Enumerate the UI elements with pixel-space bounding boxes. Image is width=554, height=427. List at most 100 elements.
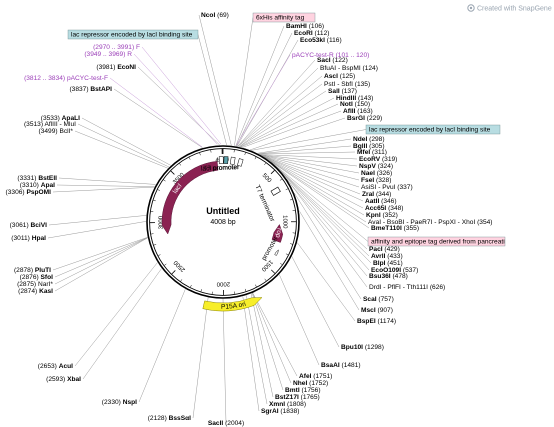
- leader-line: [272, 163, 372, 264]
- leader-line: [54, 237, 148, 278]
- snapgene-logo: Created with SnapGene: [467, 4, 552, 13]
- primer-label: (3949 .. 3969) R: [84, 51, 132, 58]
- leader-line: [246, 295, 268, 405]
- watermark: Created with SnapGene: [477, 6, 552, 13]
- leader-line: [56, 184, 155, 187]
- site-label: Acc65I (348): [365, 205, 404, 212]
- leader-line: [260, 154, 360, 174]
- feature-terminator: [270, 186, 281, 196]
- site-label: BfuAI - BspMI (124): [320, 65, 378, 72]
- leader-line: [258, 145, 352, 154]
- site-label: BspEI (1174): [357, 318, 396, 325]
- box-leader: [197, 34, 227, 146]
- tag-box: [367, 236, 506, 247]
- site-label: BglII (305): [353, 143, 385, 150]
- site-label: BsaAI (1481): [321, 362, 361, 369]
- leader-line: [263, 156, 370, 229]
- tick-label: 1000: [281, 215, 287, 229]
- site-label: BmtI (1756): [285, 387, 321, 394]
- site-label: (2876) SfoI: [20, 274, 54, 281]
- site-label: EcoRI (112): [294, 30, 329, 37]
- backbone-ring-outer: [146, 145, 300, 299]
- primer-label: pACYC-test-R (101 .. 120): [292, 52, 369, 59]
- box-leader: [234, 17, 254, 146]
- leader-line: [252, 292, 292, 384]
- leader-line: [240, 97, 335, 148]
- tick-mark: [200, 289, 202, 292]
- leader-line: [286, 179, 368, 288]
- leader-lines: [47, 14, 372, 424]
- site-label: XmnI (1808): [269, 401, 306, 408]
- leader-line: [249, 117, 346, 151]
- annotation-boxes: lac repressor encoded by lacI binding si…: [67, 12, 506, 247]
- site-label: KpnI (352): [366, 212, 398, 219]
- site-label: (3533) ApaLI: [41, 115, 80, 122]
- site-label: (3513) AflIII - MluI: [24, 121, 76, 128]
- site-labels: NcoI (69) BamHI (106)EcoRI (112)Eco53kI (…: [6, 12, 493, 427]
- tick-mark: [255, 284, 257, 287]
- tick-label: 2500: [173, 258, 187, 272]
- tick-mark: [285, 253, 289, 256]
- leader-line: [236, 32, 293, 147]
- leader-line: [271, 161, 370, 257]
- tick-mark: [244, 288, 247, 292]
- site-label: (3837) BstAPI: [69, 86, 112, 93]
- leader-line: [137, 66, 220, 146]
- leader-line: [58, 177, 156, 185]
- tick-mark: [190, 284, 192, 288]
- tick-mark: [157, 189, 160, 191]
- tick-mark: [285, 188, 289, 191]
- leader-line: [262, 155, 364, 209]
- site-label: (2875) NarI*: [17, 281, 53, 288]
- tick-mark: [180, 279, 183, 282]
- leader-line: [77, 123, 170, 168]
- site-label: (3331) BstEII: [17, 175, 57, 182]
- leader-line: [74, 130, 168, 169]
- tick-mark: [270, 170, 275, 175]
- site-label: (2878) PluTI: [14, 267, 51, 274]
- feature-laci: [161, 161, 219, 235]
- tick-mark: [244, 152, 246, 156]
- site-label: ZraI (344): [362, 191, 391, 198]
- tick-mark: [188, 157, 191, 160]
- box-leader: [269, 160, 369, 242]
- site-label: (3306) PspOMI: [6, 189, 52, 196]
- feature-label: T7 promoter: [203, 164, 240, 172]
- leader-line: [239, 90, 327, 147]
- leader-line: [48, 215, 147, 226]
- leader-line: [259, 154, 358, 160]
- site-label: BstZ17I (1765): [275, 394, 320, 401]
- site-label: NspV (324): [359, 163, 393, 170]
- tick-mark: [170, 170, 175, 175]
- feature-rop: [271, 223, 284, 243]
- leader-line: [298, 210, 360, 311]
- leader-line: [280, 170, 370, 271]
- site-label: PacI (429): [369, 246, 400, 253]
- site-label: MscI (907): [361, 307, 393, 314]
- leader-line: [294, 193, 362, 300]
- leader-line: [222, 298, 227, 424]
- leader-line: [279, 274, 320, 366]
- leader-line: [240, 103, 339, 148]
- feature-label: rop: [274, 228, 283, 239]
- site-label: (3061) BciVI: [10, 222, 48, 229]
- box-label: affinity and epitope tag derived from pa…: [371, 239, 505, 246]
- leader-line: [237, 67, 319, 147]
- feature-label: P15A ori: [221, 301, 247, 311]
- site-label: AvaI - BsoBI - PaeR7I - PspXI - XhoI (35…: [368, 219, 493, 226]
- site-label: BlpI (451): [373, 260, 403, 267]
- leader-line: [239, 83, 323, 147]
- site-label: (3499) BclI*: [39, 128, 74, 135]
- box-leader: [251, 129, 367, 151]
- leader-line: [260, 154, 360, 181]
- site-label: AfeI (1751): [299, 373, 332, 380]
- site-label: SalI (137): [328, 88, 357, 95]
- leader-line: [252, 292, 298, 377]
- leader-line: [291, 256, 340, 348]
- feature-label: lacI: [172, 182, 184, 195]
- tick-label: 3000: [159, 215, 165, 229]
- leader-line: [52, 186, 155, 193]
- site-label: (2128) BssSαI: [148, 415, 191, 422]
- site-label: (2653) AcuI: [38, 363, 73, 370]
